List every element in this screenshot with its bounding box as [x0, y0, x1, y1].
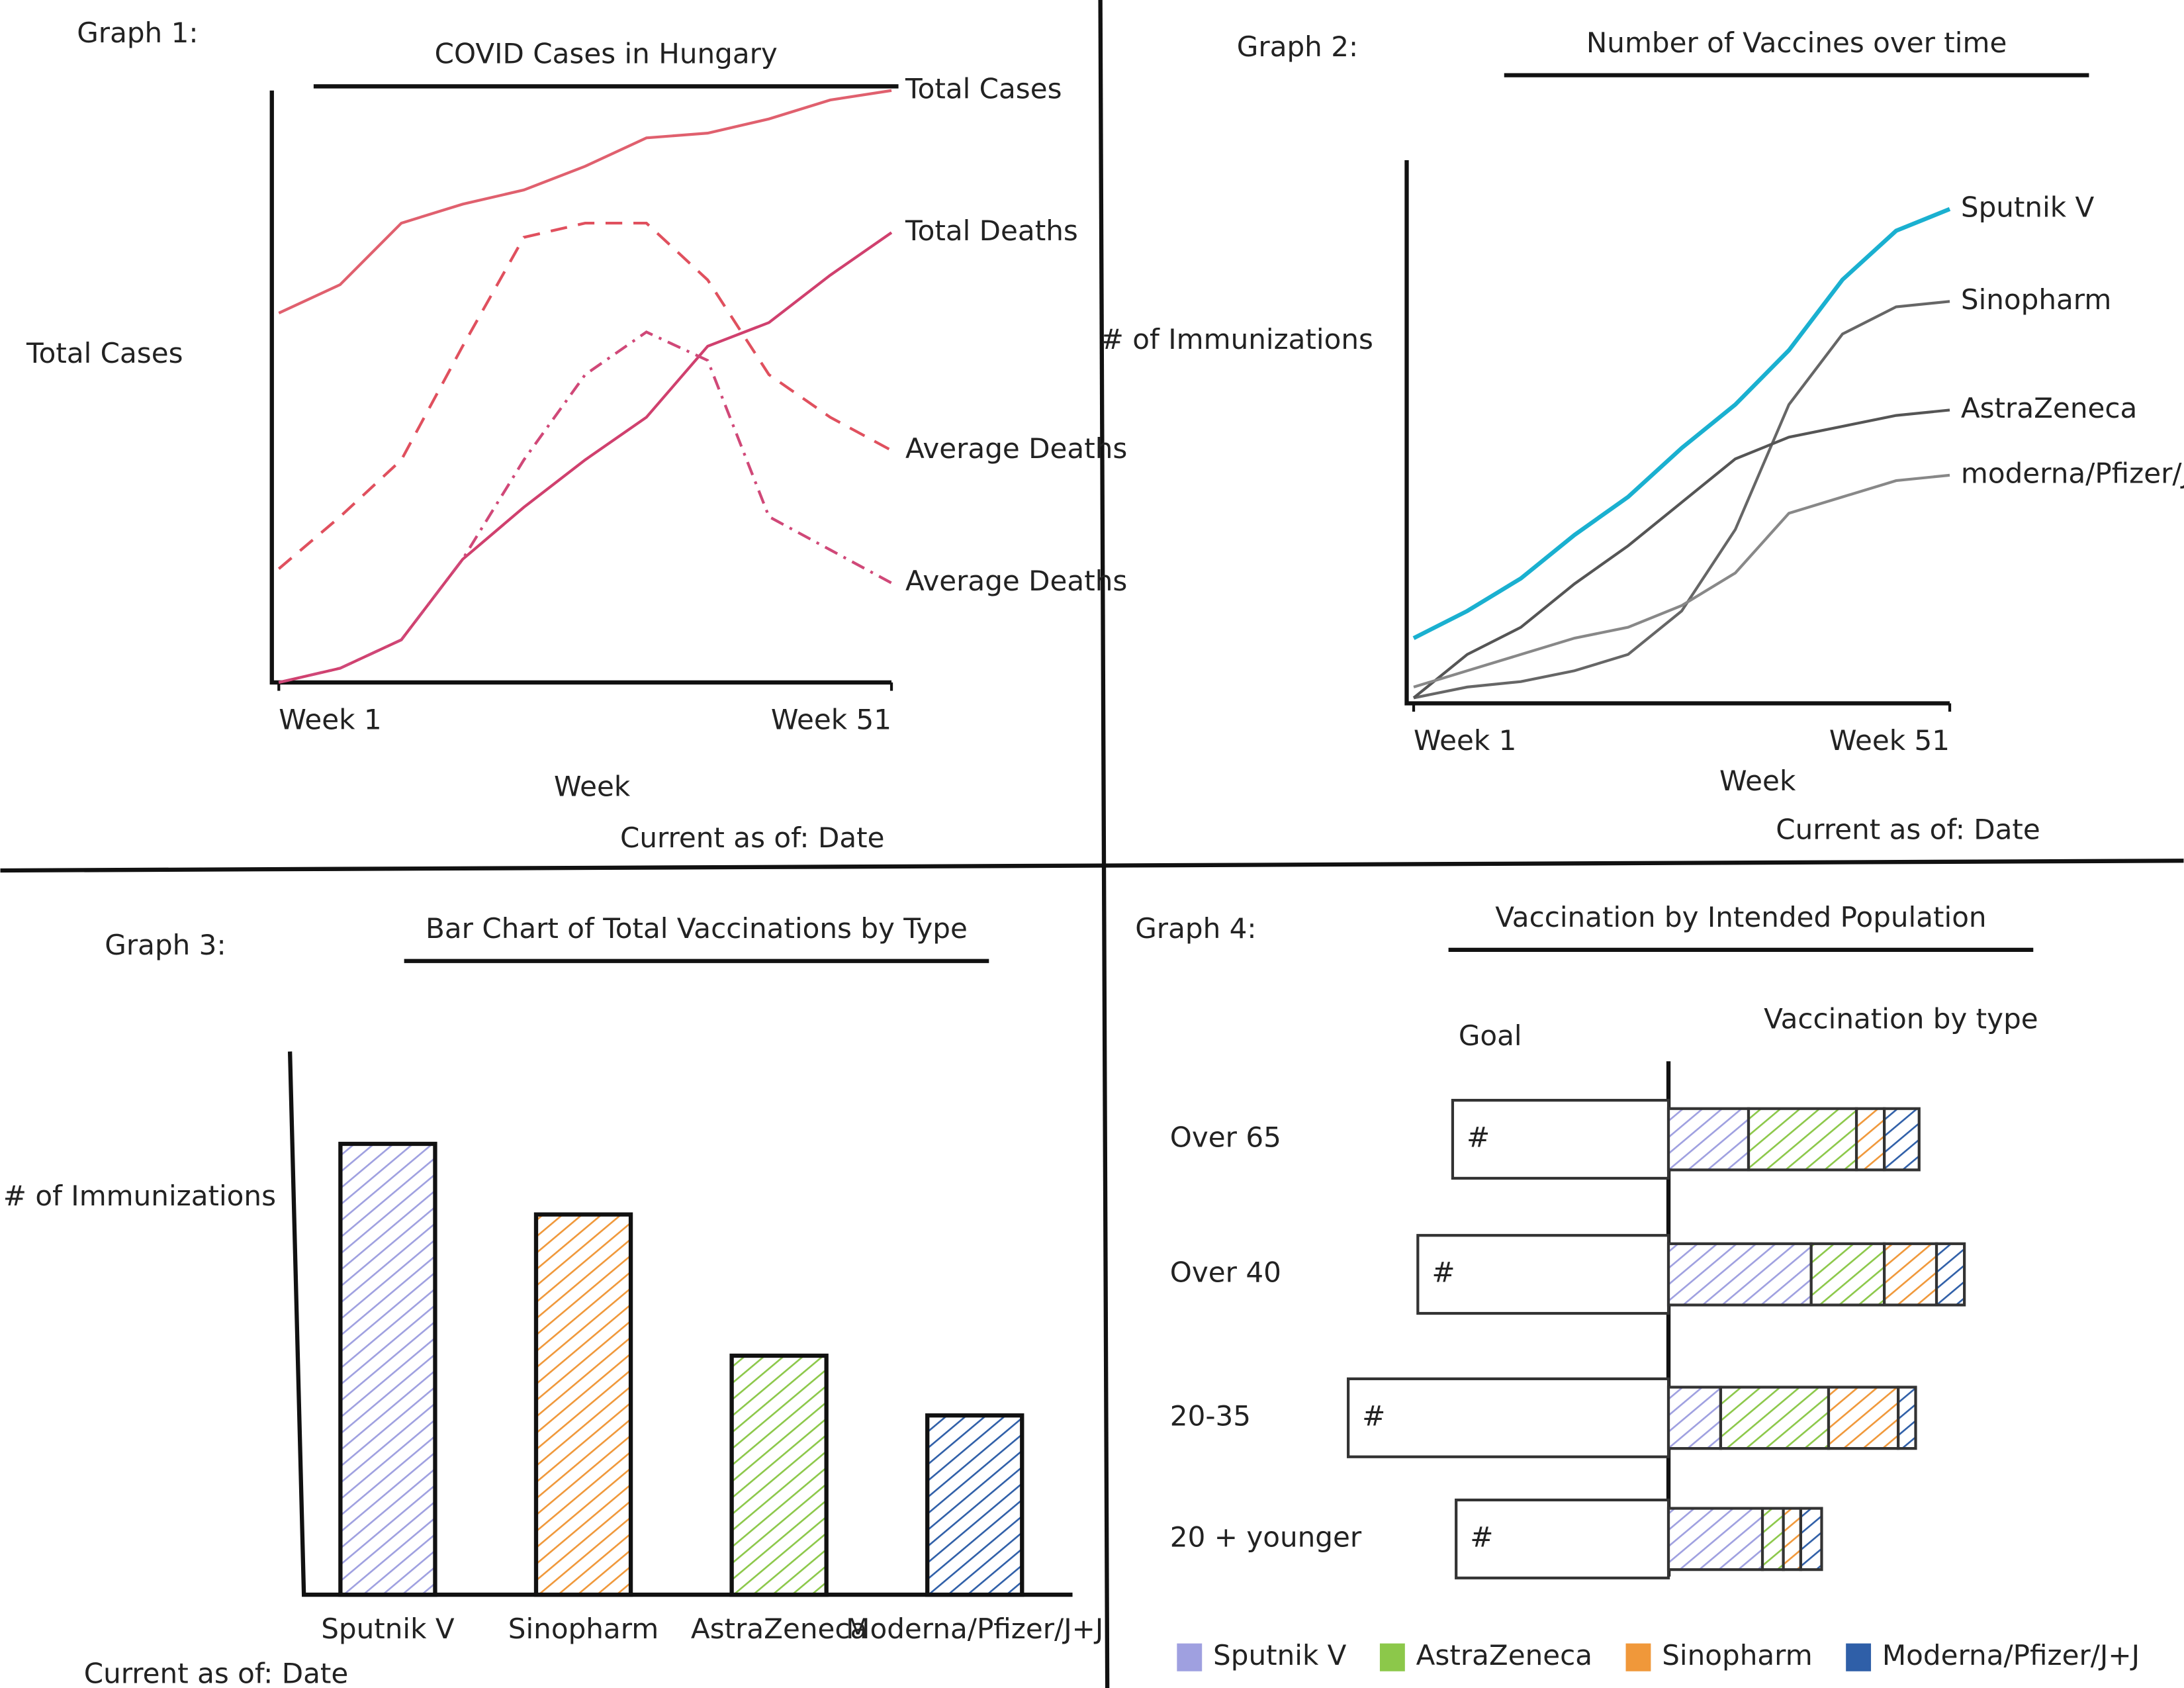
stack-segment: [1827, 1385, 1900, 1450]
goal-marker: #: [1470, 1521, 1493, 1553]
stack-segment: [1666, 1507, 1764, 1571]
footnote: Current as of: Date: [1776, 814, 2040, 846]
series-label: Sinopharm: [1961, 283, 2111, 316]
series-label: Total Cases: [905, 72, 1062, 105]
series-label: Average Deaths: [905, 565, 1127, 597]
stack-segment: [1934, 1242, 1966, 1307]
stack-segment: [1666, 1385, 1723, 1450]
x-tick-label: AstraZeneca: [691, 1613, 867, 1645]
stack-segment: [1747, 1107, 1858, 1172]
stack-segment: [1799, 1507, 1823, 1571]
goal-marker: #: [1432, 1256, 1455, 1289]
chart-title: Bar Chart of Total Vaccinations by Type: [426, 912, 968, 945]
axes: [269, 90, 892, 685]
bar: [338, 1141, 437, 1597]
x-axis-label: Week: [1719, 765, 1796, 797]
stack-segment: [1883, 1242, 1938, 1307]
legend-swatch: [1846, 1643, 1872, 1671]
goal-title: Goal: [1459, 1019, 1522, 1052]
y-axis-label: # of Immunizations: [3, 1180, 276, 1212]
stack-segment: [1782, 1507, 1803, 1571]
chart-title: Number of Vaccines over time: [1586, 26, 2007, 59]
series-label: AstraZeneca: [1961, 392, 2137, 424]
x-tick-label: Week 51: [1829, 724, 1950, 757]
stack-segment: [1883, 1107, 1921, 1172]
legend-swatch: [1177, 1643, 1203, 1671]
footnote: Current as of: Date: [620, 821, 885, 854]
goal-bar: [1347, 1377, 1670, 1458]
category-label: 20 + younger: [1170, 1521, 1362, 1553]
series-line: [278, 231, 893, 684]
x-tick-label: Moderna/Pfizer/J+J: [846, 1613, 1103, 1645]
legend-swatch: [1625, 1643, 1651, 1671]
x-tick-label: Week 51: [771, 703, 891, 735]
x-tick-label: Week 1: [279, 703, 381, 735]
series-label: Sputnik V: [1961, 191, 2095, 223]
legend-label: Sputnik V: [1213, 1639, 1347, 1671]
legend-swatch: [1379, 1643, 1405, 1671]
footnote: Current as of: Date: [84, 1658, 349, 1688]
divider: [0, 859, 2184, 873]
category-label: Over 65: [1170, 1121, 1281, 1154]
series-line: [1412, 207, 1951, 640]
y-axis-label: # of Immunizations: [1101, 323, 1373, 355]
bar: [925, 1413, 1024, 1597]
axes: [1404, 160, 1950, 706]
category-label: 20-35: [1170, 1399, 1251, 1432]
series-line: [1413, 473, 1950, 688]
goal-marker: #: [1362, 1399, 1385, 1432]
chart-title: Vaccination by Intended Population: [1495, 901, 1986, 933]
series-line: [278, 89, 892, 314]
goal-bar: [1416, 1234, 1670, 1315]
stack-segment: [1719, 1385, 1831, 1450]
series-label: moderna/Pfizer/J+J: [1961, 457, 2184, 489]
stack-segment: [1666, 1242, 1813, 1307]
bar: [729, 1353, 829, 1597]
graph-label: Graph 2:: [1237, 30, 1358, 63]
goal-bar: [1455, 1498, 1670, 1579]
stack-segment: [1854, 1107, 1886, 1172]
series-label: Total Deaths: [905, 214, 1078, 247]
stack-segment: [1666, 1107, 1751, 1172]
legend-label: Sinopharm: [1662, 1639, 1812, 1671]
category-label: Over 40: [1170, 1256, 1281, 1289]
series-line: [1413, 300, 1950, 700]
series-label: Average Deaths: [905, 432, 1127, 465]
divider: [1098, 0, 1110, 1688]
bar: [533, 1212, 633, 1597]
graph-label: Graph 3:: [105, 929, 226, 961]
graph-label: Graph 1:: [77, 17, 198, 49]
chart-title: COVID Cases in Hungary: [435, 38, 778, 70]
goal-marker: #: [1467, 1121, 1490, 1154]
stack-segment: [1897, 1385, 1917, 1450]
graph-label: Graph 4:: [1135, 912, 1256, 945]
vaccination-title: Vaccination by type: [1764, 1003, 2038, 1035]
legend-label: Moderna/Pfizer/J+J: [1882, 1639, 2140, 1671]
series-line: [277, 221, 893, 570]
y-axis-label: Total Cases: [26, 337, 183, 369]
goal-bar: [1451, 1099, 1670, 1180]
stack-segment: [1760, 1507, 1785, 1571]
x-tick-label: Week 1: [1414, 724, 1516, 757]
x-axis-label: Week: [554, 770, 631, 802]
x-tick-label: Sinopharm: [508, 1613, 659, 1645]
stack-segment: [1809, 1242, 1886, 1307]
legend-label: AstraZeneca: [1416, 1639, 1592, 1671]
x-tick-label: Sputnik V: [321, 1613, 455, 1645]
series-line: [1412, 408, 1950, 699]
